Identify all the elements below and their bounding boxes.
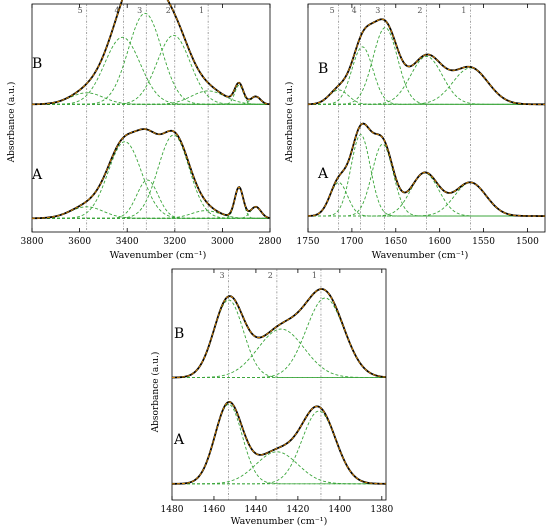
x-tick-label: 1380 — [370, 505, 393, 515]
y-axis-label: Absorbance (a.u.) — [284, 82, 295, 164]
band-label-3: 3 — [375, 6, 380, 15]
panel-top-left: Absorbance (a.u.) Wavenumber (cm⁻¹) B A … — [6, 0, 282, 261]
band-label-2: 2 — [268, 271, 273, 280]
spectrum-label-a: A — [173, 432, 185, 448]
band-label-4: 4 — [352, 6, 357, 15]
band-label-5: 5 — [78, 6, 83, 15]
component-peak-a-5 — [32, 210, 270, 219]
x-tick-label: 1600 — [428, 237, 451, 247]
x-tick-label: 1440 — [244, 505, 267, 515]
x-axis-label: Wavenumber (cm⁻¹) — [231, 516, 328, 527]
spectrum-label-a: A — [31, 167, 43, 183]
fitted-sum-a — [171, 401, 387, 485]
component-peak-a-1 — [171, 403, 386, 485]
component-peak-a-4 — [32, 134, 270, 219]
spectrum-label-a: A — [317, 166, 329, 182]
fitted-sum-b — [307, 18, 546, 105]
x-tick-label: 1700 — [340, 237, 363, 247]
x-tick-label: 3400 — [116, 237, 139, 247]
panel-top-right: Absorbance (a.u.) Wavenumber (cm⁻¹) B A … — [284, 3, 546, 261]
fitted-sum-a — [31, 128, 271, 219]
x-tick-label: 3800 — [21, 237, 44, 247]
band-label-1: 1 — [461, 6, 466, 15]
spectrum-label-b: B — [318, 61, 328, 77]
component-peak-b-3 — [308, 27, 545, 105]
band-label-3: 3 — [137, 6, 142, 15]
x-axis-label: Wavenumber (cm⁻¹) — [110, 250, 207, 261]
fitted-sum-a — [307, 123, 545, 217]
x-tick-label: 3000 — [211, 237, 234, 247]
spectrum-label-b: B — [32, 56, 42, 72]
x-tick-label: 1750 — [297, 237, 320, 247]
component-peak-b-3 — [172, 297, 387, 379]
x-axis-label: Wavenumber (cm⁻¹) — [372, 250, 469, 261]
band-label-2: 2 — [417, 6, 422, 15]
band-label-1: 1 — [312, 271, 317, 280]
band-label-3: 3 — [220, 271, 225, 280]
x-tick-label: 1550 — [472, 237, 495, 247]
measured-spectrum-b — [31, 0, 271, 106]
measured-spectrum-a — [31, 128, 271, 220]
panel-bottom: Absorbance (a.u.) Wavenumber (cm⁻¹) B A … — [150, 268, 394, 527]
measured-spectrum-a — [171, 401, 387, 485]
component-peak-b-4 — [308, 55, 545, 105]
component-peak-a-1 — [307, 182, 545, 217]
x-tick-label: 1500 — [516, 237, 539, 247]
x-tick-label: 1400 — [328, 505, 351, 515]
x-tick-label: 3200 — [163, 237, 186, 247]
component-peak-b-1 — [171, 299, 386, 379]
y-axis-label: Absorbance (a.u.) — [6, 82, 17, 164]
spectrum-label-b: B — [174, 326, 184, 342]
y-axis-label: Absorbance (a.u.) — [150, 352, 161, 434]
component-peak-b-4 — [32, 34, 270, 105]
x-tick-label: 3600 — [68, 237, 91, 247]
component-peak-b-5 — [32, 90, 271, 105]
band-label-1: 1 — [199, 6, 204, 15]
measured-spectrum-b — [171, 288, 387, 379]
x-tick-label: 1480 — [161, 505, 184, 515]
x-tick-label: 1420 — [286, 505, 309, 515]
component-peak-a-3 — [308, 143, 545, 217]
component-peak-a-2 — [32, 141, 270, 219]
fitted-sum-b — [171, 288, 387, 378]
plot-frame — [31, 3, 271, 233]
x-tick-label: 1460 — [203, 505, 226, 515]
band-label-2: 2 — [166, 6, 171, 15]
band-label-5: 5 — [330, 6, 335, 15]
x-tick-label: 2800 — [259, 237, 282, 247]
band-label-4: 4 — [115, 6, 120, 15]
fitted-sum-b — [31, 0, 271, 105]
plot-frame — [171, 268, 387, 501]
x-tick-label: 1650 — [384, 237, 407, 247]
